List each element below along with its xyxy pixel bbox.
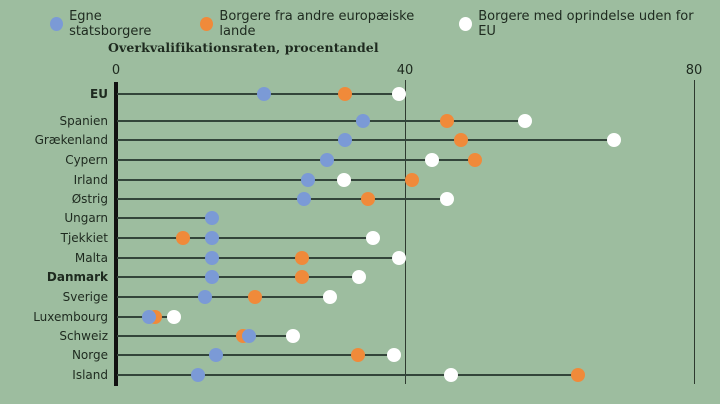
category-label: Cypern — [65, 153, 108, 167]
data-point-icon — [205, 211, 220, 225]
data-point-icon — [257, 87, 272, 101]
data-point-icon — [286, 329, 300, 343]
data-point-icon — [337, 173, 352, 187]
category-label: Norge — [71, 348, 108, 362]
category-label: Island — [72, 368, 108, 382]
chart-title: Overkvalifikationsraten, procentandel — [108, 40, 379, 55]
data-point-icon — [205, 270, 220, 284]
row-connector-line — [117, 335, 293, 337]
y-axis-line — [114, 82, 118, 386]
category-label: Grækenland — [34, 133, 108, 147]
data-point-icon — [142, 310, 157, 324]
row-connector-line — [117, 139, 614, 141]
legend-label: Borgere med oprindelse uden for EU — [478, 9, 694, 39]
data-point-icon — [338, 133, 353, 147]
row-connector-line — [117, 217, 213, 219]
legend-swatch-icon — [50, 17, 64, 31]
x-tick-label: 80 — [685, 63, 703, 78]
data-point-icon — [351, 270, 366, 284]
category-label: Ungarn — [64, 211, 108, 225]
data-point-icon — [338, 87, 353, 101]
data-point-icon — [517, 114, 532, 128]
category-label: Østrig — [71, 192, 108, 206]
data-point-icon — [468, 153, 483, 167]
data-point-icon — [296, 192, 311, 206]
data-point-icon — [294, 270, 309, 284]
data-point-icon — [606, 133, 621, 147]
data-point-icon — [361, 192, 376, 206]
data-point-icon — [356, 114, 371, 128]
legend-label: Borgere fra andre europæiske lande — [219, 9, 415, 39]
row-connector-line — [117, 296, 330, 298]
data-point-icon — [241, 329, 256, 343]
row-connector-line — [117, 198, 447, 200]
data-point-icon — [190, 368, 205, 382]
data-point-icon — [439, 114, 454, 128]
category-label: Danmark — [46, 270, 108, 284]
data-point-icon — [197, 290, 212, 304]
data-point-icon — [424, 153, 439, 167]
data-point-icon — [301, 173, 316, 187]
row-connector-line — [117, 237, 374, 239]
row-connector-line — [117, 179, 413, 181]
legend-item: Egne statsborgere — [50, 9, 180, 39]
data-point-icon — [205, 231, 220, 245]
data-point-icon — [387, 348, 402, 362]
data-point-icon — [392, 251, 407, 265]
data-point-icon — [322, 290, 337, 304]
legend-item: Borgere med oprindelse uden for EU — [459, 9, 700, 39]
row-connector-line — [117, 257, 400, 259]
category-label: Luxembourg — [33, 310, 108, 324]
row-connector-line — [117, 120, 525, 122]
category-label: Malta — [74, 251, 108, 265]
data-point-icon — [205, 251, 220, 265]
category-label: Sverige — [62, 290, 108, 304]
data-point-icon — [392, 87, 407, 101]
legend-swatch-icon — [200, 17, 214, 31]
row-connector-line — [117, 159, 476, 161]
data-point-icon — [405, 173, 420, 187]
row-connector-line — [117, 354, 395, 356]
gridline — [405, 80, 406, 384]
data-point-icon — [294, 251, 309, 265]
x-tick-label: 0 — [111, 63, 121, 78]
legend-swatch-icon — [459, 17, 473, 31]
legend-label: Egne statsborgere — [69, 9, 152, 39]
data-point-icon — [208, 348, 223, 362]
data-point-icon — [454, 133, 469, 147]
data-point-icon — [439, 192, 454, 206]
data-point-icon — [444, 368, 459, 382]
row-connector-line — [117, 276, 359, 278]
data-point-icon — [319, 153, 334, 167]
data-point-icon — [247, 290, 262, 304]
gridline — [694, 80, 695, 384]
data-point-icon — [176, 231, 191, 245]
category-label: EU — [90, 87, 108, 101]
x-tick-label: 40 — [396, 63, 414, 78]
category-label: Irland — [73, 173, 108, 187]
data-point-icon — [166, 310, 181, 324]
category-label: Spanien — [59, 114, 108, 128]
category-label: Schweiz — [59, 329, 108, 343]
data-point-icon — [570, 368, 585, 382]
legend: Egne statsborgere Borgere fra andre europ… — [50, 9, 720, 39]
row-connector-line — [117, 374, 578, 376]
data-point-icon — [366, 231, 381, 245]
legend-item: Borgere fra andre europæiske lande — [200, 9, 439, 39]
data-point-icon — [351, 348, 366, 362]
category-label: Tjekkiet — [60, 231, 108, 245]
